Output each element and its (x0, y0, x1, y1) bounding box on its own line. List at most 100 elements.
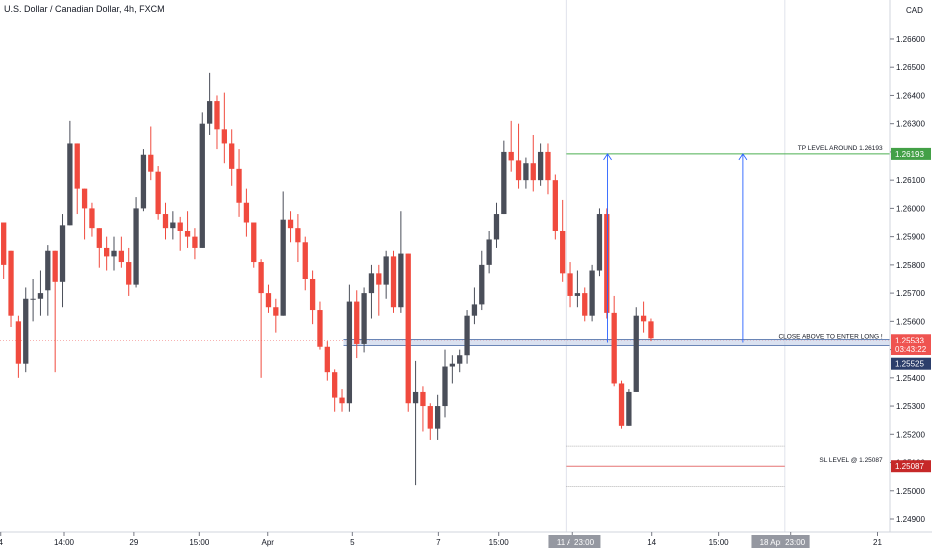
candle-body (339, 397, 345, 404)
price-tick-label: 1.26300 (896, 120, 925, 129)
candle-down (273, 298, 279, 333)
candle-down (265, 284, 272, 313)
candle-down (648, 318, 654, 342)
candle-body (464, 315, 470, 356)
candle-body (604, 214, 610, 313)
candle-body (618, 383, 625, 426)
candle-down (354, 290, 360, 359)
annotation-label[interactable]: TP LEVEL AROUND 1.26193 (798, 145, 883, 152)
candle-up (67, 120, 73, 226)
time-badge-bg (569, 535, 599, 548)
candle-up (457, 349, 463, 373)
price-tick-label: 1.25300 (896, 402, 925, 411)
candle-up (486, 230, 492, 274)
chart-title: U.S. Dollar / Canadian Dollar, 4h, FXCM (4, 4, 165, 14)
candle-up (442, 349, 448, 418)
arrows-layer[interactable] (603, 153, 748, 343)
candles-layer (1, 72, 654, 486)
candle-body (545, 151, 551, 181)
candle-body (302, 242, 308, 279)
candle-body (81, 188, 88, 209)
price-tick-label: 1.25000 (896, 487, 925, 496)
price-badge-text: 1.25533 (895, 336, 924, 345)
candle-body (398, 253, 404, 308)
candle-up (23, 287, 29, 373)
candle-down (287, 211, 294, 243)
arrow-head (603, 153, 612, 161)
annotation-label[interactable]: CLOSE ABOVE TO ENTER LONG ! (778, 334, 882, 341)
candle-down (126, 247, 132, 296)
time-axis-badge: 23:00 (780, 535, 810, 548)
candle-body (206, 101, 213, 124)
price-tick-label: 1.25900 (896, 233, 925, 242)
time-tick-label: Apr (262, 538, 275, 547)
candle-body (537, 151, 544, 181)
candle-up (434, 394, 441, 440)
candle-down (96, 228, 102, 268)
candle-body (89, 208, 95, 229)
time-tick-label: 15:00 (709, 538, 730, 547)
candle-body (457, 355, 463, 364)
candle-down (508, 120, 514, 172)
candle-down (89, 202, 95, 237)
candle-body (126, 262, 132, 285)
price-badge: 1.26193 (891, 147, 931, 160)
time-tick-label: 14:00 (54, 538, 75, 547)
candle-body (390, 256, 397, 308)
candle-down (184, 211, 191, 248)
candle-body (471, 304, 478, 316)
candle-up (45, 245, 51, 316)
time-badge-text: 23:00 (785, 538, 806, 547)
price-badge-text: 1.25525 (895, 360, 924, 369)
candle-up (537, 143, 544, 186)
candle-down (640, 301, 647, 333)
candle-down (81, 188, 88, 240)
candle-body (376, 273, 382, 285)
candle-body (405, 253, 411, 404)
candle-body (479, 264, 485, 305)
candle-body (155, 171, 161, 215)
candle-body (449, 363, 456, 367)
candle-down (243, 188, 250, 237)
annotation-label[interactable]: SL LEVEL @ 1.25087 (819, 457, 883, 464)
candle-up (596, 208, 603, 277)
axes-layer (0, 0, 932, 533)
candle-body (140, 154, 147, 209)
candle-up (589, 264, 595, 322)
candle-up (471, 287, 478, 325)
price-badge: 03:43:22 (891, 343, 931, 356)
candle-body (611, 312, 617, 384)
time-badge-text: 18 Apr '21 (760, 538, 796, 547)
vertical-markers (565, 0, 786, 532)
price-badge-bg (891, 357, 931, 370)
candle-down (302, 236, 308, 291)
candle-down (390, 250, 397, 313)
candle-body (251, 222, 257, 263)
target-arrow[interactable] (738, 153, 748, 343)
price-badge-text: 03:43:22 (895, 345, 927, 354)
annotations-layer[interactable]: TP LEVEL AROUND 1.26193 CLOSE ABOVE TO EN… (778, 145, 883, 464)
candle-down (582, 287, 588, 322)
candle-body (508, 151, 514, 161)
candle-up (464, 310, 470, 364)
candle-body (177, 222, 183, 231)
candle-body (229, 143, 235, 169)
price-tick-label: 1.24900 (896, 515, 925, 524)
price-tick-label: 1.26100 (896, 176, 925, 185)
currency-label: CAD (906, 6, 923, 15)
target-arrow[interactable] (603, 153, 612, 343)
price-tick-label: 1.25800 (896, 261, 925, 270)
candle-down (8, 250, 14, 327)
candle-down (192, 228, 198, 260)
time-axis-badge: 23:00 (569, 535, 599, 548)
time-tick-label: 5 (350, 538, 355, 547)
candle-down (236, 149, 242, 217)
candle-body (368, 273, 375, 294)
time-badge-bg (780, 535, 810, 548)
candle-up (111, 236, 117, 271)
candle-body (523, 163, 529, 181)
